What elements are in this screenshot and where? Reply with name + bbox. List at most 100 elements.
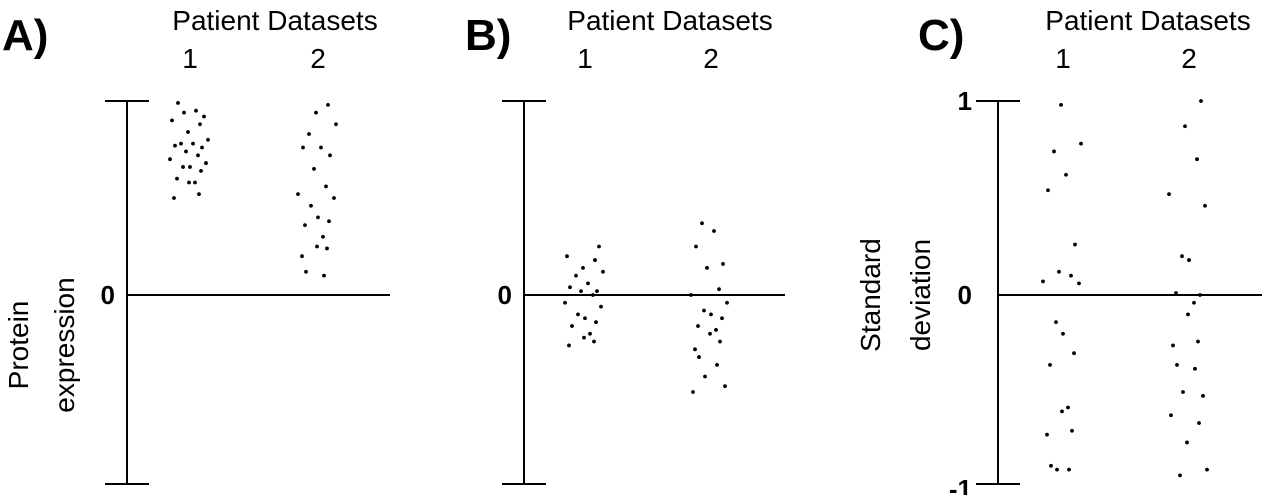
data-point xyxy=(601,269,605,274)
data-point xyxy=(1187,258,1191,262)
data-point xyxy=(324,184,328,189)
data-point xyxy=(723,384,727,389)
data-point xyxy=(1178,473,1182,478)
data-point xyxy=(200,145,204,150)
data-point xyxy=(720,316,724,321)
data-point xyxy=(1186,312,1190,317)
y-tick-label: 0 xyxy=(101,280,115,310)
data-point xyxy=(586,281,590,286)
data-point xyxy=(1057,269,1061,274)
data-point xyxy=(312,167,316,171)
data-point xyxy=(708,331,712,336)
data-point xyxy=(1196,339,1200,344)
data-point xyxy=(717,287,721,292)
data-point xyxy=(703,374,707,379)
data-point xyxy=(1185,440,1189,445)
data-point xyxy=(1181,390,1185,394)
data-point xyxy=(1193,366,1197,371)
data-point xyxy=(1073,242,1077,247)
panel-title: Patient Datasets xyxy=(1045,5,1250,36)
data-point xyxy=(595,289,599,294)
data-point xyxy=(319,145,323,150)
data-point xyxy=(1048,362,1052,367)
data-point xyxy=(175,176,179,181)
category-label-2: 2 xyxy=(703,43,719,74)
data-point xyxy=(565,254,569,259)
data-point xyxy=(594,320,598,325)
data-point xyxy=(1041,279,1045,284)
data-point xyxy=(186,130,190,134)
data-point xyxy=(309,203,313,208)
data-point xyxy=(1055,467,1059,472)
data-point xyxy=(718,339,722,344)
data-point xyxy=(715,362,719,367)
data-point xyxy=(1054,320,1058,325)
panel-letter: A) xyxy=(2,11,48,60)
panel-letter: B) xyxy=(465,11,511,60)
data-point xyxy=(581,265,585,270)
data-point xyxy=(1180,254,1184,259)
data-point xyxy=(582,335,586,340)
y-tick-label: 0 xyxy=(958,280,972,310)
y-tick-label: 0 xyxy=(498,280,512,310)
data-point xyxy=(1069,273,1073,278)
data-point xyxy=(327,219,331,224)
data-point xyxy=(593,258,597,262)
data-point xyxy=(591,293,595,297)
data-point xyxy=(176,101,180,105)
category-label-1: 1 xyxy=(1055,43,1071,74)
data-point xyxy=(1197,421,1201,425)
data-point xyxy=(191,141,195,146)
y-tick-label: -1 xyxy=(949,474,972,495)
data-point xyxy=(1079,141,1083,146)
data-point xyxy=(579,289,583,294)
data-point xyxy=(1064,172,1068,177)
data-point xyxy=(188,165,192,169)
data-point xyxy=(721,262,725,266)
data-point xyxy=(1183,124,1187,129)
data-point xyxy=(1077,281,1081,286)
data-point xyxy=(315,244,319,249)
data-point xyxy=(691,390,695,394)
data-point xyxy=(202,114,206,119)
data-point xyxy=(314,110,318,115)
data-point xyxy=(196,153,200,158)
y-axis-label: expression xyxy=(49,277,80,412)
data-point xyxy=(1046,188,1050,193)
data-point xyxy=(1203,203,1207,208)
data-point xyxy=(1198,293,1202,297)
data-point xyxy=(1171,343,1175,348)
data-point xyxy=(1067,467,1071,472)
data-point xyxy=(694,244,698,249)
panel-title: Patient Datasets xyxy=(567,5,772,36)
data-point xyxy=(184,149,188,154)
y-axis-label: Standard xyxy=(855,238,886,352)
data-point xyxy=(321,234,325,239)
data-point xyxy=(592,339,596,344)
data-point xyxy=(588,331,592,336)
data-point xyxy=(170,118,174,123)
data-point xyxy=(702,308,706,313)
data-point xyxy=(1049,463,1053,468)
data-point xyxy=(328,153,332,158)
data-point xyxy=(1059,102,1063,107)
data-point xyxy=(599,304,603,309)
data-point xyxy=(563,300,567,305)
data-point xyxy=(567,343,571,348)
data-point xyxy=(1072,351,1076,356)
data-point xyxy=(326,102,330,107)
data-point xyxy=(325,246,329,251)
data-point xyxy=(301,145,305,150)
data-point xyxy=(709,312,713,317)
data-point xyxy=(198,122,202,127)
data-point xyxy=(570,324,574,328)
data-point xyxy=(304,269,308,274)
data-point xyxy=(1195,157,1199,162)
data-point xyxy=(714,328,718,332)
panel-title: Patient Datasets xyxy=(172,5,377,36)
data-point xyxy=(199,168,203,173)
data-point xyxy=(316,215,320,220)
data-point xyxy=(182,110,186,115)
data-point xyxy=(172,196,176,200)
